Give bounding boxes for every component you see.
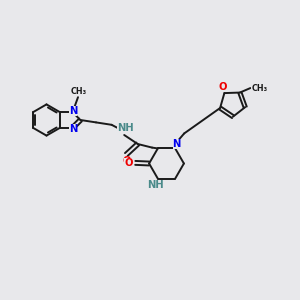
Text: CH₃: CH₃ [70,87,87,96]
Text: O: O [122,155,130,166]
Text: NH: NH [117,123,134,133]
Text: CH₃: CH₃ [251,84,267,93]
Text: N: N [69,106,77,116]
Text: O: O [124,158,133,168]
Text: O: O [219,82,227,92]
Text: N: N [172,139,181,148]
Text: NH: NH [147,180,164,190]
Text: N: N [69,124,77,134]
